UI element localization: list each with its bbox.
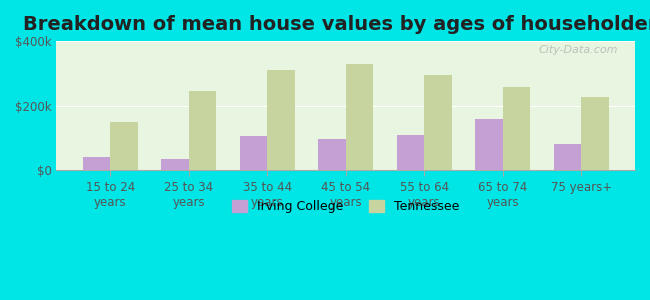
Bar	[83, 157, 110, 170]
Bar	[161, 159, 188, 170]
Bar	[318, 139, 346, 170]
Bar	[111, 122, 138, 170]
Title: Breakdown of mean house values by ages of householders: Breakdown of mean house values by ages o…	[23, 15, 650, 34]
Bar	[554, 144, 581, 170]
Text: City-Data.com: City-Data.com	[538, 45, 617, 55]
Legend: Irving College, Tennessee: Irving College, Tennessee	[227, 195, 464, 218]
Bar	[424, 75, 452, 170]
Bar	[188, 91, 216, 170]
Bar	[475, 119, 502, 170]
Bar	[346, 64, 373, 170]
Bar	[396, 135, 424, 170]
Bar	[581, 97, 608, 170]
Bar	[502, 87, 530, 170]
Bar	[240, 136, 267, 170]
Bar	[267, 70, 294, 170]
